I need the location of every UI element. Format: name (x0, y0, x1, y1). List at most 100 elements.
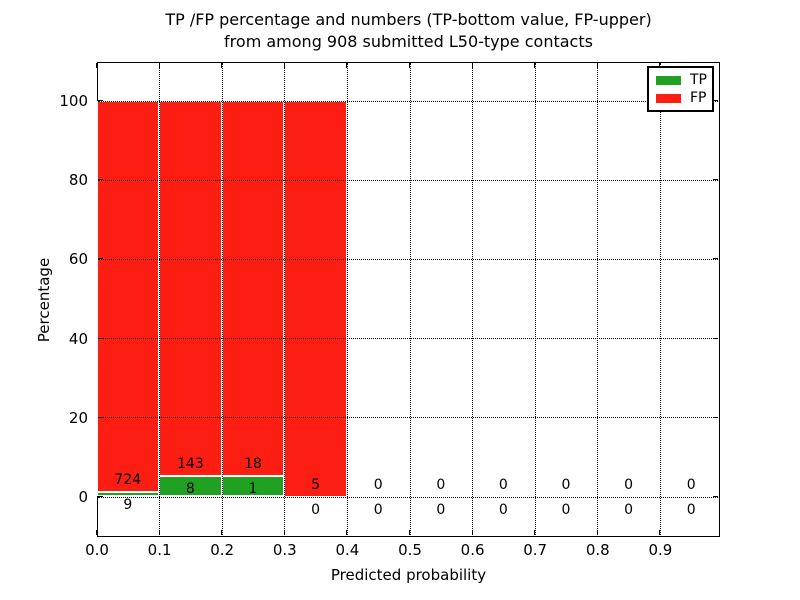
x-tickmark-bottom (471, 530, 473, 535)
gridline-vertical (472, 63, 474, 535)
tp-count-label: 0 (561, 501, 571, 518)
y-tickmark-left (98, 416, 103, 418)
x-tick-label: 0.6 (460, 541, 485, 559)
x-tickmark-top (471, 63, 473, 68)
tp-count-label: 9 (123, 496, 133, 513)
y-tickmark-right (713, 100, 718, 101)
fp-color-swatch (656, 93, 681, 103)
y-tickmark-left (98, 496, 103, 497)
gridline-horizontal (98, 258, 718, 260)
y-tickmark-left (98, 179, 103, 181)
gridline-vertical (409, 63, 411, 535)
y-tickmark-left (98, 337, 103, 339)
tp-count-label: 0 (624, 501, 634, 518)
tp-count-label: 0 (498, 501, 508, 518)
fp-count-label: 5 (311, 476, 321, 493)
tp-count-label: 0 (436, 501, 446, 518)
fp-count-label: 0 (561, 476, 571, 493)
fp-count-label: 0 (686, 476, 696, 493)
gridline-vertical (159, 63, 161, 535)
gridline-horizontal (98, 338, 718, 340)
fp-count-label: 0 (373, 476, 383, 493)
tp-count-label: 0 (373, 501, 383, 518)
x-tick-label: 0.5 (398, 541, 422, 559)
legend: TP FP (647, 66, 714, 112)
gridline-vertical (284, 63, 286, 535)
x-tick-label: 0.9 (648, 541, 673, 559)
gridline-vertical (346, 63, 348, 535)
x-tickmark-top (283, 63, 285, 68)
y-tick-label: 20 (68, 408, 88, 427)
y-tickmark-right (713, 337, 718, 339)
y-tickmark-right (713, 416, 718, 418)
x-tickmark-top (346, 63, 348, 68)
x-tickmark-top (221, 63, 223, 68)
x-tickmark-bottom (346, 530, 348, 535)
y-tick-label: 60 (68, 250, 88, 269)
y-tickmark-left (98, 100, 103, 101)
x-tickmark-top (659, 63, 661, 68)
fp-bar (284, 100, 347, 497)
x-tick-label: 0.3 (272, 541, 297, 559)
y-axis-label: Percentage (35, 257, 53, 343)
x-tick-label: 0.1 (147, 541, 172, 559)
tp-count-label: 0 (686, 501, 696, 518)
x-tickmark-bottom (659, 530, 661, 535)
gridline-vertical (597, 63, 599, 535)
chart-title-line2: from among 908 submitted L50-type contac… (224, 32, 593, 51)
x-tickmark-top (409, 63, 410, 68)
fp-count-label: 18 (244, 455, 262, 472)
gridline-vertical (221, 63, 223, 535)
x-tick-label: 0.7 (523, 541, 548, 559)
y-tickmark-left (98, 258, 103, 260)
gridline-vertical (659, 63, 661, 535)
gridline-vertical (534, 63, 536, 535)
x-tickmark-top (158, 63, 160, 68)
x-tick-label: 0.2 (210, 541, 235, 559)
x-tick-label: 0.8 (585, 541, 610, 559)
gridline-horizontal (98, 179, 718, 181)
legend-label-fp: FP (690, 90, 707, 106)
x-tickmark-bottom (596, 530, 598, 535)
chart-title: TP /FP percentage and numbers (TP-bottom… (97, 9, 720, 53)
x-axis-label: Predicted probability (330, 566, 487, 584)
fp-count-label: 0 (624, 476, 634, 493)
x-tickmark-top (534, 63, 536, 68)
y-tickmark-right (713, 258, 718, 260)
tp-count-label: 1 (248, 480, 258, 497)
y-tick-label: 80 (68, 171, 88, 190)
tp-color-swatch (656, 75, 681, 85)
legend-label-tp: TP (690, 72, 707, 88)
fp-bar (96, 100, 160, 492)
x-tick-label: 0.4 (335, 541, 360, 559)
x-tickmark-bottom (283, 530, 285, 535)
x-tickmark-bottom (409, 530, 410, 535)
tp-count-label: 0 (311, 501, 321, 518)
x-tickmark-top (96, 63, 97, 68)
y-tickmark-right (713, 179, 718, 181)
legend-item-fp: FP (656, 91, 712, 105)
chart-title-line1: TP /FP percentage and numbers (TP-bottom… (165, 10, 652, 29)
fp-bar (221, 100, 285, 476)
gridline-horizontal (98, 417, 718, 419)
tp-count-label: 8 (185, 480, 195, 497)
x-tickmark-bottom (221, 530, 223, 535)
y-tick-label: 0 (78, 488, 88, 506)
x-tickmark-bottom (534, 530, 536, 535)
fp-bar (159, 100, 222, 476)
fp-count-label: 143 (177, 455, 204, 472)
fp-count-label: 0 (498, 476, 508, 493)
x-tickmark-bottom (96, 530, 97, 535)
gridline-horizontal (98, 496, 718, 498)
fp-count-label: 0 (436, 476, 446, 493)
tp-bar (96, 491, 160, 497)
x-tickmark-top (596, 63, 598, 68)
fp-count-label: 724 (114, 471, 142, 488)
x-tickmark-bottom (158, 530, 160, 535)
plot-area: 724 9 143 8 18 1 5 0 0 0 0 0 0 0 0 0 0 0 0 0 (96, 62, 720, 537)
y-tick-label: 40 (68, 329, 88, 348)
gridline-horizontal (98, 100, 718, 102)
x-tick-label: 0.0 (85, 541, 109, 559)
y-tick-label: 100 (59, 92, 88, 110)
